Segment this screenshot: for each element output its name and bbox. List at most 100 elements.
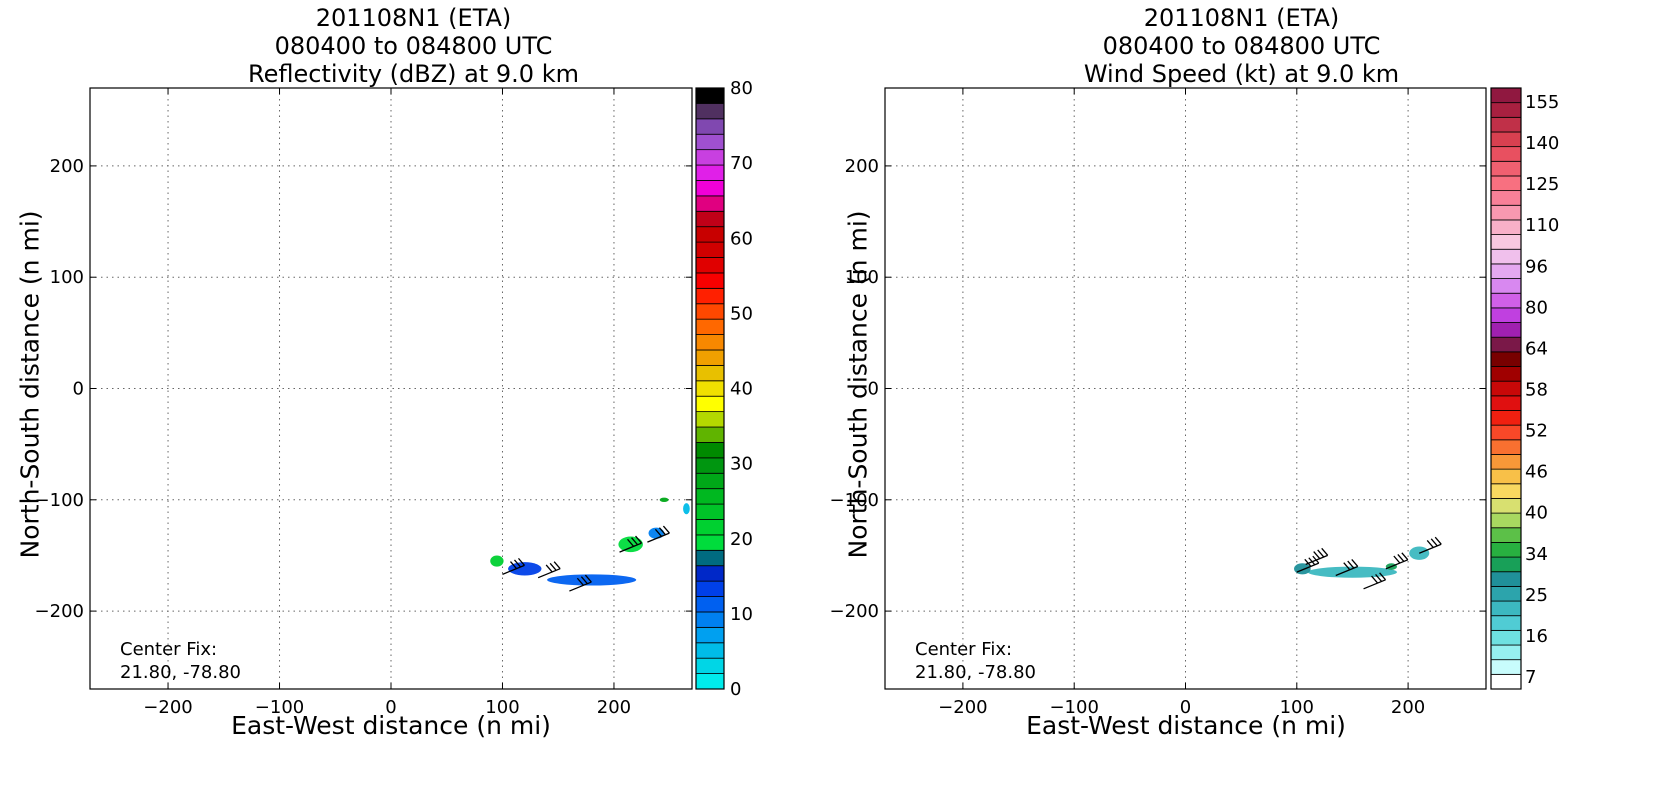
colorbar-tick-label: 25	[1525, 585, 1548, 606]
colorbar-segment	[695, 364, 725, 382]
x-tick-label: 200	[1391, 697, 1425, 718]
colorbar-segment	[695, 565, 725, 582]
colorbar-segment	[695, 411, 725, 428]
colorbar-segment	[1490, 278, 1522, 294]
colorbar-segment	[1490, 322, 1522, 338]
colorbar-tick-label: 125	[1525, 174, 1559, 195]
colorbar-segment	[1490, 556, 1522, 573]
colorbar-segment	[1490, 351, 1522, 367]
wind-barb	[1363, 572, 1387, 590]
colorbar-segment	[1490, 366, 1522, 382]
title-line-3: Wind Speed (kt) at 9.0 km	[1083, 60, 1400, 88]
colorbar-segment	[695, 118, 725, 135]
wind-speed-plot: −200 −100 0 100 200 −200 −100 0 100 200 7 16 25 34 40 4…	[830, 87, 1559, 718]
plot-frame	[884, 87, 1487, 690]
colorbar-segment	[1490, 629, 1522, 646]
colorbar-tick-label: 0	[730, 679, 741, 700]
colorbar-segment	[1490, 659, 1522, 675]
center-fix-coords: 21.80, -78.80	[915, 662, 1036, 683]
colorbar-segment	[1490, 190, 1522, 206]
y-tick-label: 0	[73, 379, 84, 400]
x-tick-label: −100	[1049, 697, 1098, 718]
data-region	[1294, 563, 1311, 575]
wind-barb	[569, 574, 592, 592]
x-tick-label: 0	[385, 697, 396, 718]
y-tick-label: 100	[50, 267, 84, 288]
colorbar-segment	[695, 673, 725, 690]
colorbar-segment	[695, 303, 725, 320]
colorbar-tick-label: 7	[1525, 667, 1536, 688]
title-line-2: 080400 to 084800 UTC	[1102, 32, 1381, 60]
colorbar-tick-label: 52	[1525, 421, 1548, 442]
x-axis-label: East-West distance (n mi)	[231, 711, 551, 740]
center-fix-annotation: Center Fix: 21.80, -78.80	[120, 638, 241, 684]
y-tick-label: −200	[830, 601, 879, 622]
colorbar-tick-label: 46	[1525, 462, 1548, 483]
colorbar-frame	[1490, 87, 1522, 690]
x-tick-label: −200	[938, 697, 987, 718]
colorbar-segment	[695, 626, 725, 644]
data-region	[1409, 546, 1430, 560]
colorbar-segment	[1490, 116, 1522, 133]
x-tick-label: −200	[143, 697, 192, 718]
colorbar-segment	[695, 596, 725, 613]
colorbar-segment	[1490, 644, 1522, 661]
reflectivity-plot: −200 −100 0 100 200 −200 −100 0 100 200 0 10 20 30 40 5…	[35, 78, 753, 718]
colorbar-segment	[1490, 146, 1522, 162]
colorbar-segment	[1490, 673, 1522, 690]
colorbar-segment	[1490, 424, 1522, 441]
wind-barb	[1335, 559, 1359, 577]
colorbar-segment	[1490, 204, 1522, 221]
colorbar-segment	[695, 488, 725, 505]
title-line-2: 080400 to 084800 UTC	[274, 32, 553, 60]
colorbar-segment	[1490, 571, 1522, 587]
wind-speed-panel: 201108N1 (ETA) 080400 to 084800 UTC Wind…	[828, 0, 1655, 787]
reflectivity-panel: 201108N1 (ETA) 080400 to 084800 UTC Refl…	[0, 0, 827, 787]
colorbar-segment	[695, 334, 725, 351]
data-region	[618, 536, 643, 553]
colorbar-segment	[695, 149, 725, 166]
colorbar-segment	[695, 611, 725, 628]
colorbar-tick-label: 58	[1525, 380, 1548, 401]
colorbar-tick-label: 10	[730, 604, 753, 625]
x-tick-label: 100	[1280, 697, 1314, 718]
colorbar-tick-label: 40	[730, 379, 753, 400]
data-region	[659, 497, 669, 503]
colorbar-tick-label: 140	[1525, 133, 1559, 154]
colorbar-segment	[1490, 234, 1522, 250]
colorbar-segment	[1490, 512, 1522, 529]
colorbar-segment	[1490, 527, 1522, 543]
colorbar-segment	[1490, 410, 1522, 426]
wind-barb	[1385, 552, 1409, 570]
y-tick-label: −100	[830, 490, 879, 511]
x-tick-label: 100	[485, 697, 519, 718]
colorbar-segment	[1490, 248, 1522, 265]
colorbar-tick-label: 40	[1525, 503, 1548, 524]
wind-barb	[537, 561, 561, 579]
colorbar-segment	[1490, 87, 1522, 104]
colorbar-segment	[1490, 600, 1522, 617]
colorbar-segment	[695, 549, 725, 567]
colorbar-segment	[1490, 131, 1522, 148]
data-region	[1307, 566, 1397, 578]
colorbar-segment	[1490, 498, 1522, 514]
colorbar-segment	[695, 103, 725, 120]
colorbar-segment	[695, 133, 725, 151]
x-tick-label: 200	[597, 697, 631, 718]
colorbar-tick-label: 30	[730, 454, 753, 475]
colorbar-segment	[1490, 102, 1522, 118]
colorbar-segment	[695, 164, 725, 181]
x-tick-label: −100	[255, 697, 304, 718]
colorbar-segment	[695, 349, 725, 366]
colorbar-frame	[695, 87, 725, 690]
colorbar-segment	[695, 580, 725, 597]
colorbar-segment	[695, 287, 725, 305]
colorbar-segment	[695, 210, 725, 228]
colorbar-tick-label: 50	[730, 303, 753, 324]
colorbar-segment	[1490, 292, 1522, 309]
colorbar-segment	[695, 457, 725, 474]
colorbar-segment	[1490, 219, 1522, 235]
colorbar-segment	[1490, 585, 1522, 602]
colorbar-segment	[695, 272, 725, 289]
data-region	[547, 574, 637, 586]
